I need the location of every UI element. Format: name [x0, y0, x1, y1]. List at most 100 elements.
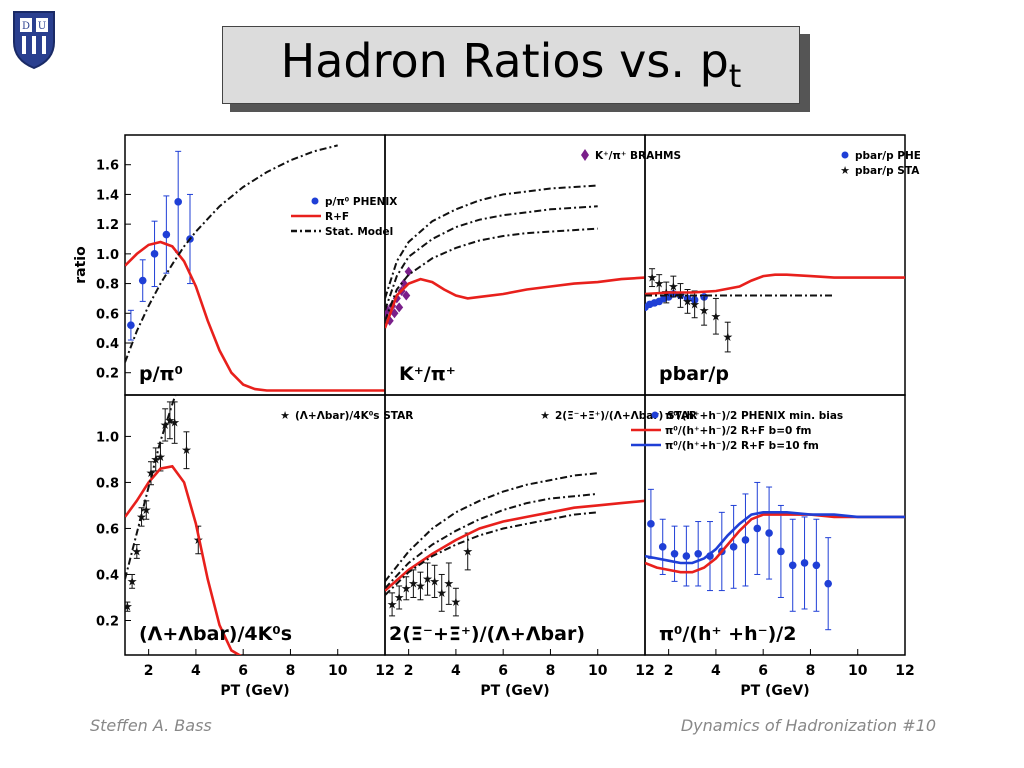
data-point: [162, 230, 171, 239]
y-tick-label: 1.0: [96, 430, 119, 445]
data-point: [694, 549, 702, 558]
plot-area: [645, 481, 905, 631]
y-tick-label: 0.2: [96, 614, 119, 629]
data-point: ★: [699, 303, 710, 317]
series-line-3: [385, 472, 598, 583]
x-tick-label: 2: [664, 663, 674, 679]
data-point: [658, 543, 667, 551]
legend: p/π⁰ PHENIX R+F Stat. Model: [291, 196, 397, 238]
data-point: [138, 276, 147, 285]
logo-letter-d: D: [22, 21, 30, 32]
data-point: ★: [122, 600, 133, 614]
series-line-3: [645, 273, 905, 296]
x-tick-label: 4: [451, 663, 461, 679]
series-line-2: [385, 499, 645, 592]
y-tick-label: 0.4: [96, 568, 119, 583]
data-point: ★: [155, 450, 166, 464]
footer-talk-title: Dynamics of Hadronization #10: [680, 716, 936, 735]
data-point: ★: [422, 572, 433, 586]
legend: π⁰/(h⁺+h⁻)/2 PHENIX min. bias π⁰/(h⁺+h⁻)/…: [631, 410, 843, 452]
legend: ★ 2(Ξ⁻+Ξ⁺)/(Λ+Λbar) STAR: [540, 409, 697, 422]
data-point: ★: [141, 503, 152, 517]
data-point: ★: [436, 586, 447, 600]
legend-marker: ★: [280, 409, 290, 422]
data-point: [765, 529, 773, 537]
x-tick-label: 6: [498, 663, 508, 679]
footer-author: Steffen A. Bass: [90, 716, 212, 735]
series-line-2: [645, 513, 905, 574]
data-point: ★: [408, 577, 419, 591]
data-point: ★: [160, 418, 171, 432]
series-line-2: [385, 276, 645, 329]
data-point: ★: [462, 544, 473, 558]
panel-frame: [644, 394, 906, 656]
data-point: [670, 549, 679, 558]
y-tick-label: 1.0: [96, 248, 119, 263]
panel-frame: [124, 134, 386, 396]
data-point: ★: [127, 574, 138, 588]
legend-label: 2(Ξ⁻+Ξ⁺)/(Λ+Λbar) STAR: [555, 410, 697, 422]
data-point: ★: [401, 581, 412, 595]
series-line-2: [125, 464, 242, 655]
series-line-3: [125, 144, 338, 363]
series-line-5: [385, 227, 598, 322]
y-tick-label: 1.6: [96, 159, 119, 174]
y-tick-label: 0.2: [96, 367, 119, 382]
panel-frame: [384, 394, 646, 656]
x-tick-label: 2: [144, 663, 154, 679]
legend-label: pbar/p PHENIX: [855, 150, 920, 162]
legend-label: p/π⁰ PHENIX: [325, 196, 397, 208]
data-point: ★: [169, 416, 180, 430]
y-axis-label: ratio: [73, 246, 89, 284]
slide-title-box: Hadron Ratios vs. pt: [222, 26, 800, 104]
data-point: [777, 547, 785, 556]
plot-area: ★★★★★★★★★★★: [385, 472, 645, 617]
panel-2: K⁺/π⁺ BRAHMS K⁺/π⁺: [384, 134, 681, 396]
x-axis-label: PT (GeV): [740, 683, 809, 699]
data-point: [788, 561, 797, 570]
data-point: ★: [443, 577, 454, 591]
panel-label: pbar/p: [659, 363, 729, 385]
y-tick-label: 1.4: [96, 188, 119, 203]
x-axis-label: PT (GeV): [480, 683, 549, 699]
series-line-4: [385, 205, 598, 311]
panel-label: (Λ+Λbar)/4K⁰s: [139, 623, 292, 645]
data-point: [150, 250, 159, 258]
x-tick-label: 12: [635, 663, 654, 679]
x-tick-label: 4: [711, 663, 721, 679]
legend-label: π⁰/(h⁺+h⁻)/2 R+F b=10 fm: [665, 440, 819, 452]
university-logo: D U: [8, 8, 60, 70]
x-tick-label: 8: [546, 663, 556, 679]
plot-area: [385, 184, 645, 329]
slide-title-main: Hadron Ratios vs. p: [280, 34, 729, 89]
x-tick-label: 10: [588, 663, 608, 679]
y-tick-label: 0.4: [96, 337, 119, 352]
panel-label: 2(Ξ⁻+Ξ⁺)/(Λ+Λbar): [389, 623, 585, 645]
data-point: [682, 552, 691, 560]
data-point: ★: [394, 590, 405, 604]
data-point: ★: [131, 544, 142, 558]
legend-label: pbar/p STAR: [855, 165, 920, 177]
legend-marker: [581, 149, 589, 161]
slide-title: Hadron Ratios vs. pt: [281, 34, 742, 95]
series-line-4: [385, 492, 598, 589]
data-point: [812, 561, 821, 570]
legend-label: π⁰/(h⁺+h⁻)/2 R+F b=0 fm: [665, 425, 812, 437]
legend-label: (Λ+Λbar)/4K⁰s STAR: [295, 410, 413, 422]
y-tick-label: 0.8: [96, 476, 119, 491]
logo-letter-u: U: [38, 21, 46, 32]
slide-title-subscript: t: [728, 57, 742, 96]
y-tick-label: 0.6: [96, 307, 119, 322]
panel-1: 0.2 0.4 0.6 0.8 1.0 1.2 1.4 1.6 ratio p/π⁰ PHENIX…: [73, 134, 397, 396]
data-point: ★: [647, 271, 658, 285]
legend-marker: [651, 411, 659, 419]
x-axis-label: PT (GeV): [220, 683, 289, 699]
y-tick-label: 1.2: [96, 218, 119, 233]
data-point: ★: [682, 294, 693, 308]
data-point: [647, 520, 655, 528]
y-tick-label: 0.6: [96, 522, 119, 537]
data-point: [402, 290, 411, 301]
legend-marker: [841, 151, 849, 159]
data-point: ★: [146, 466, 157, 480]
